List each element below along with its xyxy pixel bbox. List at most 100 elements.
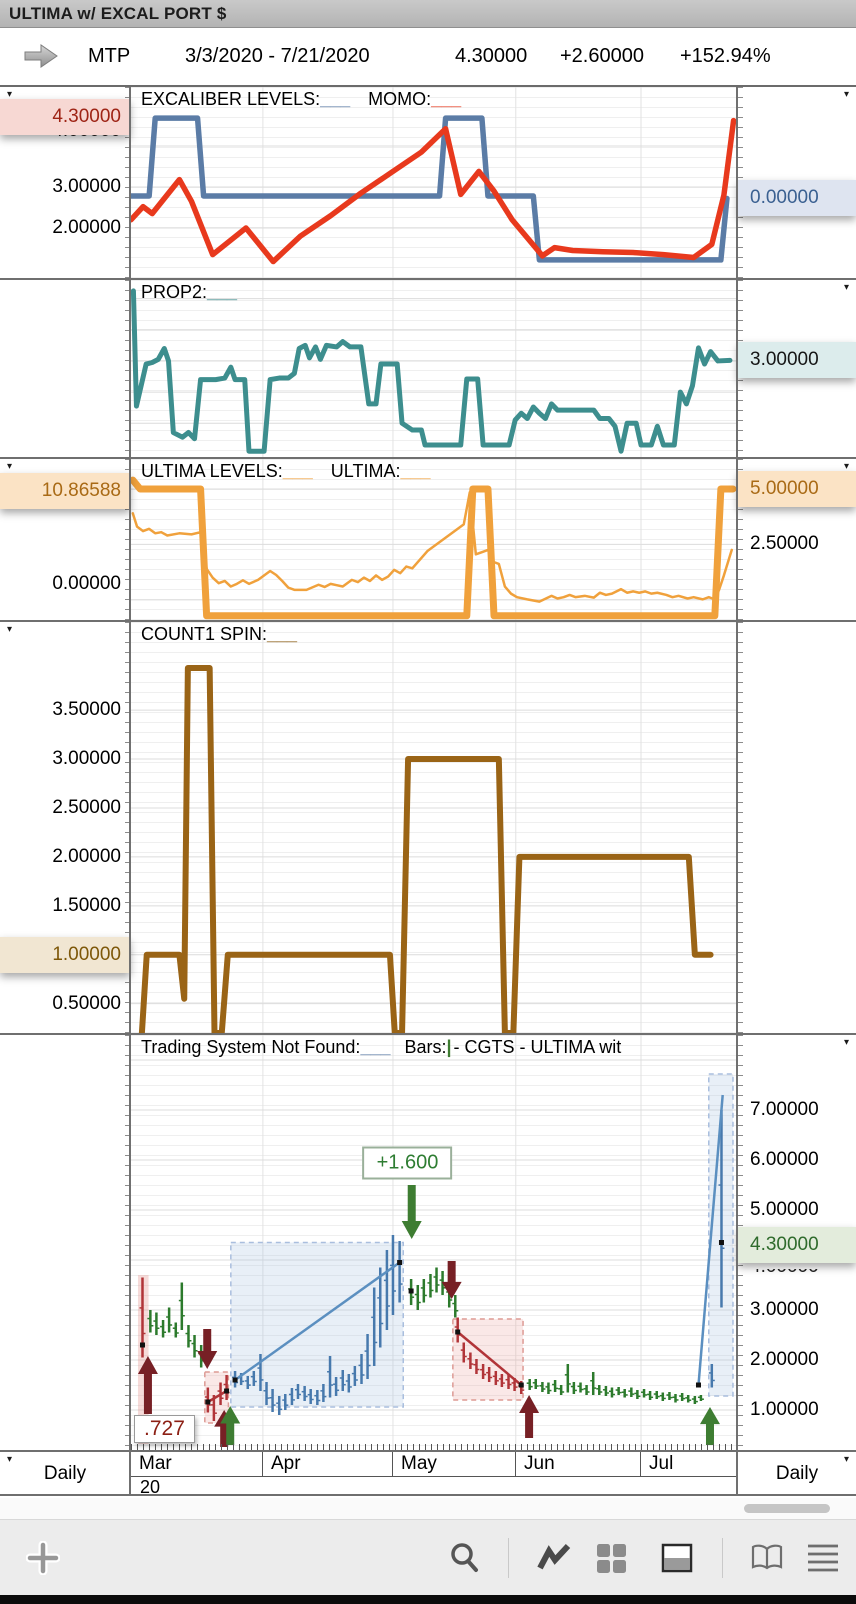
symbol: MTP [88, 45, 131, 67]
panel-separator[interactable] [0, 620, 856, 622]
axis-value-highlight: 3.00000 [738, 342, 856, 379]
horizontal-scrollbar[interactable] [0, 1498, 856, 1520]
panel-separator[interactable] [0, 1033, 856, 1035]
plot-area[interactable]: Trading System Not Found:___ Bars:| - CGTS… [131, 1035, 736, 1452]
panel-separator[interactable] [0, 457, 856, 459]
window-title: ULTIMA w/ EXCAL PORT $ [9, 3, 227, 23]
panel-separator[interactable] [0, 278, 856, 280]
year-label: 20 [140, 1477, 161, 1497]
percent-change: +152.94% [680, 45, 771, 67]
axis-label: 3.00000 [52, 748, 121, 769]
legend-line-sample: ___ [400, 461, 431, 481]
panel-separator[interactable] [0, 1450, 856, 1452]
plot-area[interactable]: COUNT1 SPIN:___ [131, 622, 736, 1035]
legend-label: Trading System Not Found: [141, 1037, 361, 1057]
menu-icon[interactable] [806, 1541, 840, 1575]
chevron-down-icon[interactable]: ▾ [843, 282, 849, 293]
chevron-down-icon[interactable]: ▾ [843, 1037, 849, 1048]
axis-value-highlight: 1.00000 [0, 936, 130, 973]
axis-divider-left [129, 87, 131, 1496]
scrollbar-thumb[interactable] [744, 1504, 830, 1513]
legend-label: Bars: [404, 1037, 447, 1057]
price-axis-right[interactable]: 7.00000 6.00000 5.00000 4.30000 4.00000 3.000… [738, 1035, 856, 1452]
quote-header: MTP 3/3/2020 - 7/21/2020 4.30000 +2.6000… [0, 28, 856, 87]
marker-dot [224, 1388, 230, 1394]
axis-value-highlight: 5.00000 [738, 470, 856, 507]
series-count1-spin [138, 664, 714, 1035]
axis-label: 2.00000 [52, 216, 121, 238]
series-ultima [131, 491, 734, 603]
plot-area[interactable]: PROP2:___ [131, 280, 736, 459]
chevron-down-icon[interactable]: ▾ [843, 1454, 849, 1465]
legend-label: EXCALIBER LEVELS: [141, 89, 321, 109]
chevron-down-icon[interactable]: ▾ [7, 1454, 13, 1465]
legend-label: ULTIMA: [330, 461, 401, 481]
plot-area[interactable]: EXCALIBER LEVELS:___ MOMO:___ [131, 87, 736, 280]
price-axis-left[interactable]: 4.300004.00000 3.00000 2.00000 ▾ [0, 87, 130, 280]
screen-edge-strip [0, 1595, 856, 1604]
panel-legend: ULTIMA LEVELS:___ ULTIMA:___ [141, 461, 431, 482]
month-label: Mar [131, 1452, 263, 1476]
search-icon[interactable] [448, 1541, 482, 1575]
legend-line-sample: ___ [267, 624, 298, 644]
window-title-bar[interactable]: ULTIMA w/ EXCAL PORT $ [0, 0, 856, 28]
trend-line [234, 1261, 401, 1382]
chevron-down-icon[interactable]: ▾ [843, 89, 849, 100]
price-axis-left[interactable] [0, 1035, 130, 1452]
panel-count1-spin: 3.50000 3.00000 2.50000 2.00000 1.50000 1.000… [0, 622, 856, 1035]
panel-legend: COUNT1 SPIN:___ [141, 624, 297, 645]
annotation-box [230, 1241, 404, 1408]
price-axis-left[interactable] [0, 280, 130, 459]
annotation-box [137, 1275, 149, 1444]
panel-ultima-levels: 10.86588 0.00000 ▾ ULTIMA LEVELS:___ ULTIMA… [0, 459, 856, 622]
chart-annotation-label: +1.600 [362, 1146, 453, 1179]
notebook-icon[interactable] [750, 1541, 784, 1575]
axis-value-highlight: 4.30000 [0, 98, 130, 135]
panel-legend: PROP2:___ [141, 282, 237, 303]
series-ultima-levels [131, 476, 736, 620]
legend-line-sample: ___ [282, 461, 313, 481]
marker-dot [139, 1342, 145, 1348]
chevron-down-icon[interactable]: ▾ [7, 624, 13, 635]
panel-legend: EXCALIBER LEVELS:___ MOMO:___ [141, 89, 461, 110]
last-price: 4.30000 [455, 45, 528, 67]
price-axis-right[interactable]: 0.00000 ▾ [738, 87, 856, 280]
axis-value-highlight: 0.00000 [738, 180, 856, 217]
panel-legend: Trading System Not Found:___ Bars:| - CGTS… [141, 1037, 621, 1058]
chevron-down-icon[interactable]: ▾ [843, 461, 849, 472]
forward-arrow-icon[interactable] [22, 42, 60, 70]
price-axis-right[interactable]: 3.00000 ▾ [738, 280, 856, 459]
legend-line-sample: ___ [320, 89, 351, 109]
panel-prop2: PROP2:___ 3.00000 ▾ [0, 280, 856, 459]
axis-label-clipped: 4.00000 [738, 1269, 856, 1279]
chevron-down-icon[interactable]: ▾ [7, 89, 13, 100]
marker-dot [718, 1240, 724, 1245]
axis-label: 2.00000 [52, 845, 121, 867]
month-label: Jul [649, 1453, 674, 1474]
price-axis-right[interactable] [738, 622, 856, 1035]
split-view-icon[interactable] [660, 1541, 694, 1575]
axis-label: 1.00000 [750, 1399, 819, 1420]
trend-line [697, 1094, 724, 1386]
interval-selector-left[interactable]: ▾ Daily [7, 1454, 87, 1485]
price-axis-left[interactable]: 10.86588 0.00000 ▾ [0, 459, 130, 622]
signal-arrow-down [401, 1185, 422, 1239]
add-icon[interactable] [26, 1541, 60, 1575]
price-axis-left[interactable]: 3.50000 3.00000 2.50000 2.00000 1.50000 1.000… [0, 622, 130, 1035]
chevron-down-icon[interactable]: ▾ [7, 461, 13, 472]
marker-dot [695, 1382, 701, 1388]
trend-line-icon[interactable] [537, 1541, 571, 1575]
marker-dot [518, 1382, 524, 1388]
axis-label: 5.00000 [750, 1199, 819, 1220]
legend-line-sample: ___ [431, 89, 462, 109]
legend-line-sample: ___ [360, 1037, 391, 1057]
legend-label: PROP2: [141, 282, 208, 302]
axis-label: 2.00000 [750, 1349, 819, 1370]
axis-value-highlight: 10.86588 [0, 473, 130, 510]
price-axis-right[interactable]: 5.00000 2.50000 ▾ [738, 459, 856, 622]
plot-area[interactable]: ULTIMA LEVELS:___ ULTIMA:___ [131, 459, 736, 622]
grid-view-icon[interactable] [594, 1541, 628, 1575]
interval-selector-right[interactable]: ▾ Daily [775, 1454, 849, 1485]
signal-arrow-down [197, 1329, 218, 1369]
signal-arrow-up [699, 1407, 720, 1445]
